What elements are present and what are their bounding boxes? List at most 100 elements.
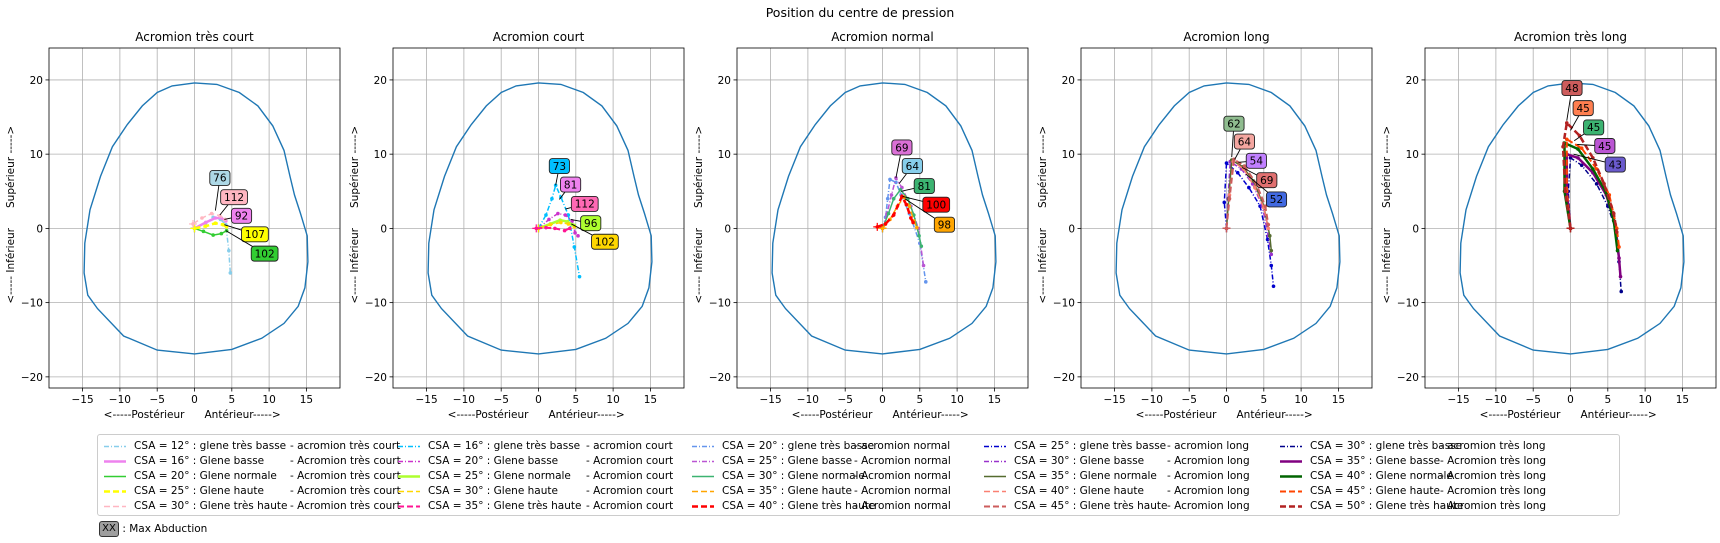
data-point <box>885 196 890 201</box>
data-point <box>1266 226 1271 231</box>
max-abduction-box <box>891 139 913 156</box>
legend-label: CSA = 30° : glene très basse <box>1310 440 1463 452</box>
x-tick-label: −5 <box>1181 394 1196 406</box>
data-point <box>1576 147 1580 151</box>
y-tick-label: −20 <box>1397 372 1419 384</box>
legend-suffix: - Acromion court <box>586 500 674 512</box>
y-label-bottom: <----- Inférieur <box>349 227 361 303</box>
data-point <box>559 220 563 225</box>
max-abduction-box <box>1594 138 1616 154</box>
legend-suffix: - Acromion court <box>586 455 674 467</box>
max-abduction-box <box>560 176 582 193</box>
y-label-bottom: <----- Inférieur <box>1381 227 1393 303</box>
max-abduction-box <box>548 158 570 174</box>
legend-swatch <box>984 445 1006 448</box>
series-line-5 <box>1561 120 1619 233</box>
data-point <box>1611 211 1616 216</box>
max-abduction-label: 96 <box>584 218 598 230</box>
max-abduction-box <box>933 216 955 233</box>
x-tick-label: 15 <box>644 394 657 406</box>
legend-swatch <box>692 445 714 448</box>
legend-suffix: - Acromion très long <box>1440 485 1547 497</box>
legend-suffix: - acromion long <box>1167 440 1250 452</box>
x-tick-label: 5 <box>572 394 579 406</box>
y-tick-label: 0 <box>36 223 43 235</box>
series-line-1 <box>1223 161 1275 287</box>
y-tick-label: 0 <box>380 223 387 235</box>
legend-label: CSA = 35° : Glene très haute <box>428 500 582 512</box>
max-abduction-label: 69 <box>1260 175 1273 187</box>
data-point <box>923 280 928 284</box>
legend-swatch <box>1280 460 1302 463</box>
legend-swatch <box>692 460 714 463</box>
max-abduction-label: 45 <box>1598 141 1611 153</box>
data-point <box>915 225 919 230</box>
max-abduction-box <box>230 207 253 224</box>
legend-swatch <box>984 505 1006 508</box>
data-point <box>548 222 553 227</box>
legend-swatch <box>104 460 126 463</box>
max-abduction-box <box>570 195 599 212</box>
max-abduction-box <box>1265 191 1288 208</box>
glenoid-outline <box>427 82 653 355</box>
start-marker <box>190 224 199 233</box>
series-line-3 <box>881 188 923 247</box>
y-tick-label: −10 <box>709 298 731 310</box>
legend-suffix: - Acromion normal <box>854 455 951 467</box>
legend-swatch <box>984 490 1006 493</box>
max-abduction-box <box>913 178 935 195</box>
max-abduction-label: 64 <box>906 161 920 173</box>
x-label-left: <-----Postérieur <box>1480 409 1562 421</box>
data-point <box>1267 234 1272 238</box>
data-point <box>209 211 214 216</box>
x-label-left: <-----Postérieur <box>104 409 186 421</box>
legend-swatch <box>104 490 126 493</box>
legend-label: CSA = 16° : Glene basse <box>134 455 265 467</box>
max-abduction-badge: XX <box>99 521 119 537</box>
max-abduction-label: 100 <box>926 199 946 211</box>
max-abduction-box <box>1223 115 1245 132</box>
data-point <box>911 220 915 225</box>
max-abduction-label: 73 <box>553 161 566 173</box>
data-point <box>1271 284 1276 289</box>
data-point <box>921 263 926 268</box>
legend-suffix: - Acromion long <box>1167 470 1250 482</box>
x-tick-label: −10 <box>1485 394 1507 406</box>
max-abduction-box <box>1256 172 1278 189</box>
max-abduction-label: 112 <box>575 199 595 211</box>
legend-label: CSA = 30° : Glene très haute <box>134 500 288 512</box>
max-abduction-box <box>209 169 231 186</box>
y-label-bottom: <----- Inférieur <box>5 227 17 303</box>
data-point <box>1242 164 1247 168</box>
data-point <box>1269 263 1274 268</box>
data-point <box>568 226 572 231</box>
max-abduction-box <box>591 233 619 250</box>
data-point <box>544 213 548 217</box>
max-abduction-box <box>901 158 923 174</box>
y-tick-label: −10 <box>1053 298 1075 310</box>
legend-suffix: - acromion court <box>586 440 673 452</box>
x-label-left: <-----Postérieur <box>792 409 874 421</box>
legend-suffix: - Acromion long <box>1167 500 1250 512</box>
data-point <box>1614 230 1619 234</box>
x-tick-label: 5 <box>228 394 235 406</box>
x-tick-label: 10 <box>606 394 619 406</box>
legend-swatch <box>1280 490 1302 493</box>
data-point <box>556 211 560 216</box>
y-tick-label: −10 <box>21 298 43 310</box>
x-label-right: Antérieur-----> <box>893 409 969 421</box>
data-point <box>1617 256 1621 260</box>
data-point <box>547 217 551 222</box>
max-abduction-box <box>1583 119 1605 136</box>
y-label-top: Supérieur -----> <box>1037 126 1049 208</box>
y-tick-label: 20 <box>30 75 43 87</box>
y-tick-label: 10 <box>30 149 43 161</box>
y-tick-label: 0 <box>1412 223 1419 235</box>
legend-label: CSA = 35° : Glene haute <box>722 485 852 497</box>
max-abduction-box <box>1561 80 1583 97</box>
legend-label: CSA = 50° : Glene très haute <box>1310 500 1464 512</box>
max-abduction-label: 112 <box>224 192 244 204</box>
data-point <box>904 202 909 207</box>
subplot-title: Acromion normal <box>831 30 933 44</box>
